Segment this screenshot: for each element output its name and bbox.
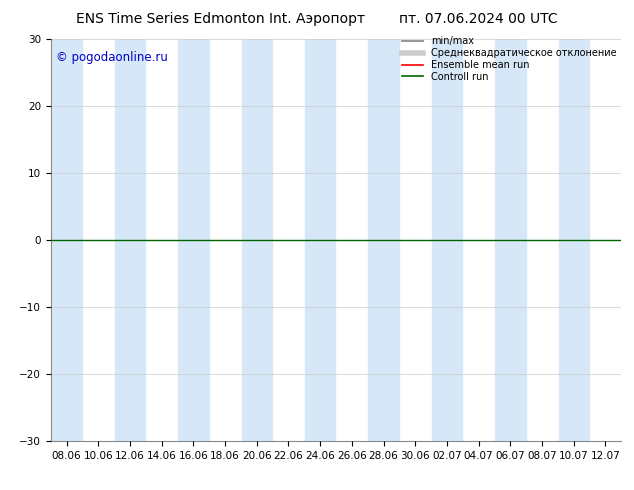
- Bar: [51, 39, 82, 441]
- Bar: [559, 39, 589, 441]
- Bar: [178, 39, 209, 441]
- Bar: [305, 39, 335, 441]
- Bar: [242, 39, 272, 441]
- Legend: min/max, Среднеквадратическое отклонение, Ensemble mean run, Controll run: min/max, Среднеквадратическое отклонение…: [402, 36, 616, 82]
- Bar: [495, 39, 526, 441]
- Bar: [432, 39, 462, 441]
- Bar: [368, 39, 399, 441]
- Text: пт. 07.06.2024 00 UTC: пт. 07.06.2024 00 UTC: [399, 12, 558, 26]
- Text: © pogodaonline.ru: © pogodaonline.ru: [56, 51, 168, 64]
- Text: ENS Time Series Edmonton Int. Аэропорт: ENS Time Series Edmonton Int. Аэропорт: [76, 12, 365, 26]
- Bar: [115, 39, 145, 441]
